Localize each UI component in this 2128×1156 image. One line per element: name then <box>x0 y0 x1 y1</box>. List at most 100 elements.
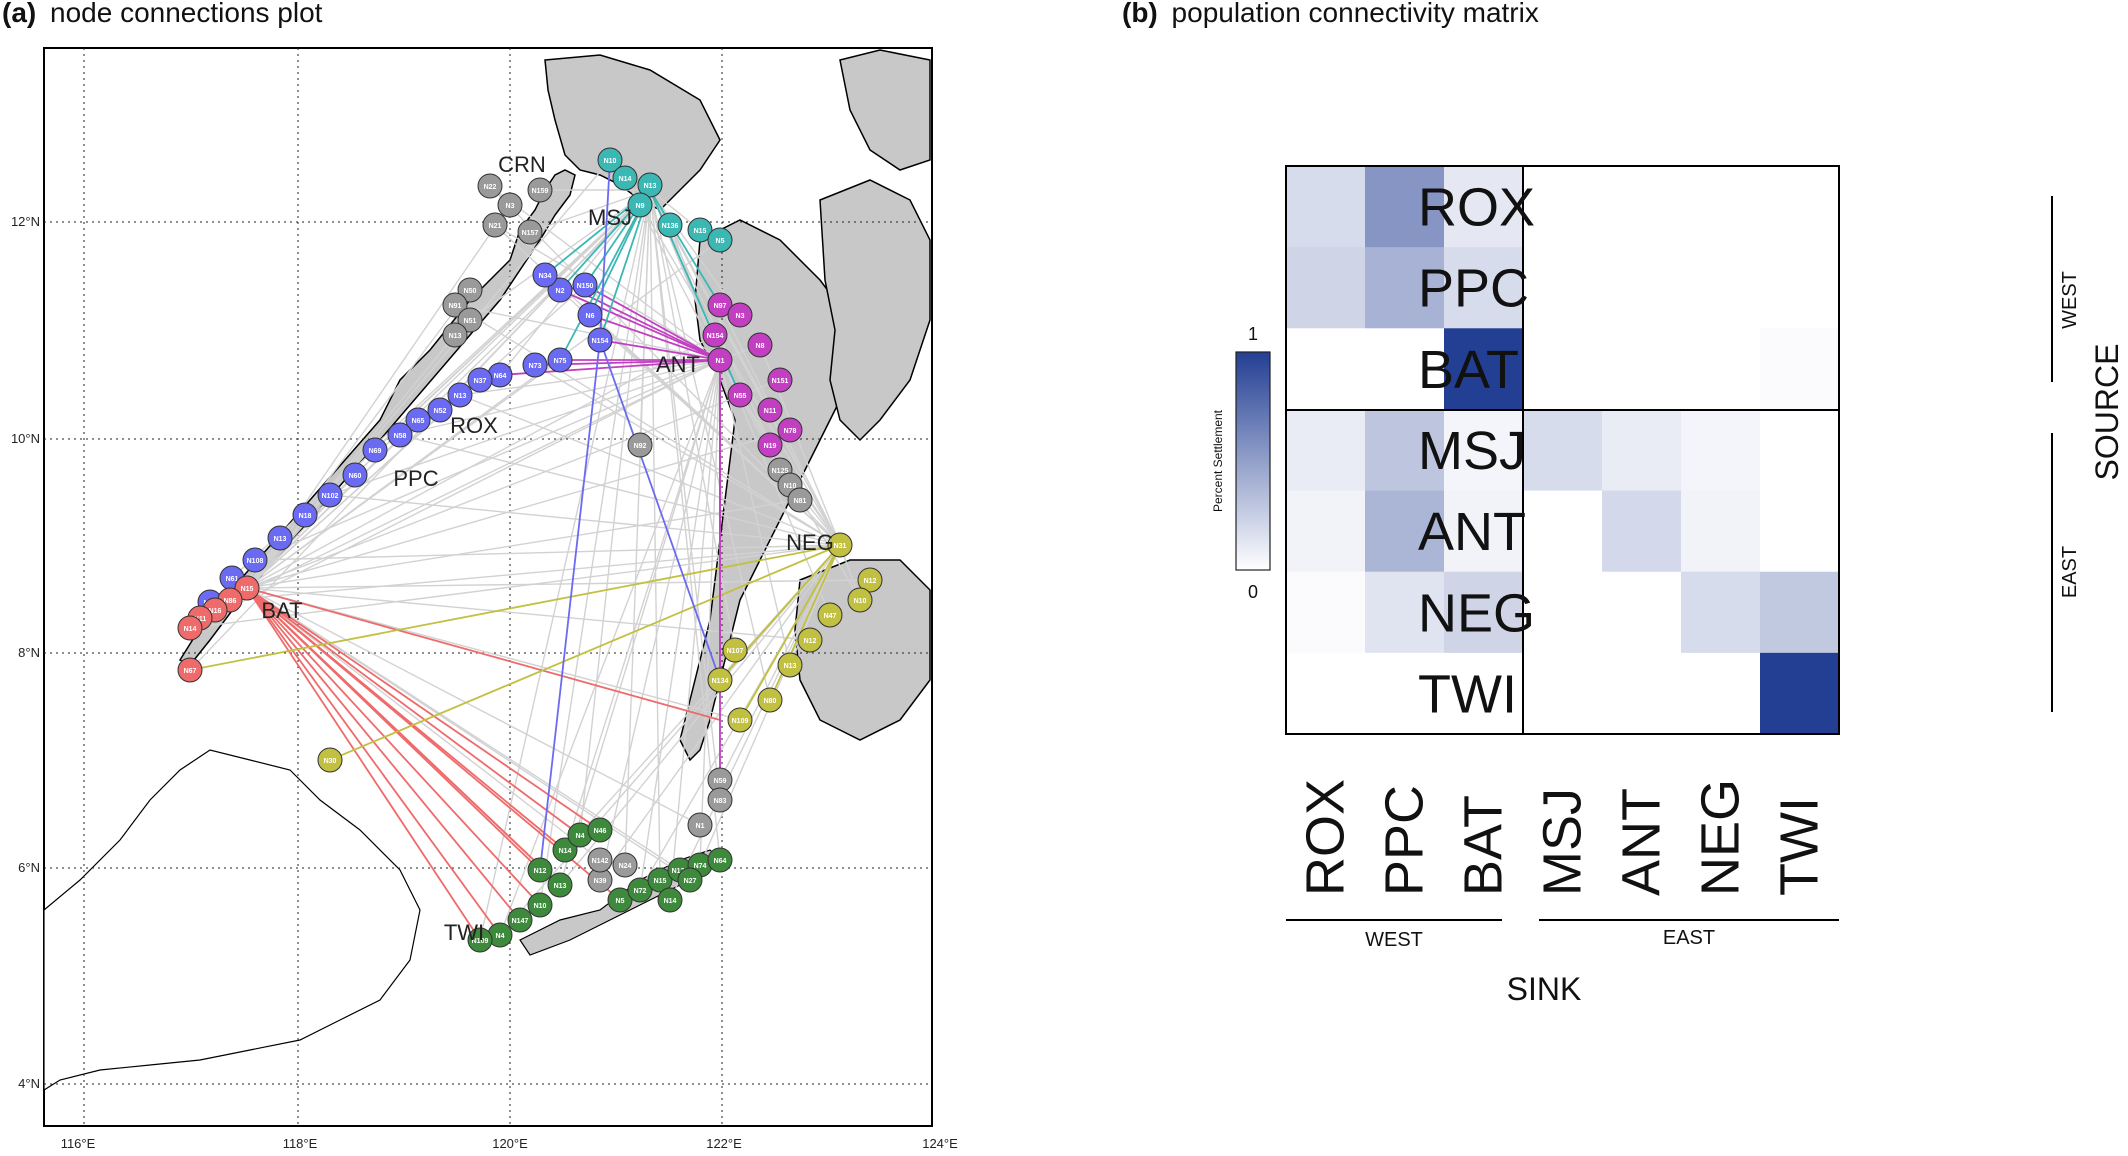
connection-line <box>246 587 521 921</box>
matrix-col-label: ANT <box>1612 788 1672 896</box>
node-label: N5 <box>716 238 725 245</box>
connection-line <box>246 587 601 831</box>
node-label: N1 <box>696 823 705 830</box>
matrix-cell <box>1286 490 1366 573</box>
connection-line <box>489 185 721 361</box>
node-label: N27 <box>684 878 697 885</box>
matrix-cell <box>1286 571 1366 654</box>
matrix-cell <box>1760 247 1840 329</box>
node-label: N9 <box>636 203 645 210</box>
luzon-south-land <box>839 49 931 171</box>
matrix-cell <box>1602 571 1682 654</box>
node-label: N6 <box>586 313 595 320</box>
row-group-west: WEST <box>2059 271 2081 329</box>
matrix-row-label: ROX <box>1418 178 1535 238</box>
node-label: N97 <box>714 303 727 310</box>
node-label: N4 <box>496 933 505 940</box>
node-label: N31 <box>834 543 847 550</box>
node-marker <box>177 657 203 683</box>
matrix-cell <box>1444 247 1524 329</box>
matrix-row-label: BAT <box>1418 340 1519 400</box>
node-marker <box>612 165 638 191</box>
node-marker <box>572 272 598 298</box>
node-marker <box>467 367 493 393</box>
matrix-cell <box>1286 409 1366 492</box>
connection-line <box>229 359 721 601</box>
node-marker <box>482 212 508 238</box>
matrix-cell <box>1760 490 1840 573</box>
y-tick-label: 12°N <box>11 214 40 229</box>
node-label: N92 <box>634 443 647 450</box>
panel-b-title: population connectivity matrix <box>1172 0 1539 28</box>
connection-line <box>599 339 721 681</box>
matrix-cell <box>1444 409 1524 492</box>
connection-line <box>246 334 716 589</box>
node-label: N75 <box>554 358 567 365</box>
node-marker <box>387 422 413 448</box>
node-marker <box>787 487 813 513</box>
node-label: N91 <box>449 303 462 310</box>
visayas-east-land <box>819 179 931 442</box>
matrix-cell <box>1286 166 1366 248</box>
x-tick-label: 120°E <box>492 1136 528 1151</box>
matrix-cell <box>1286 328 1366 410</box>
matrix-col-label: ROX <box>1296 779 1356 896</box>
node-label: N78 <box>784 428 797 435</box>
borneo-outline <box>43 749 421 1092</box>
matrix-cell <box>1760 652 1840 735</box>
node-marker <box>687 217 713 243</box>
connection-line <box>246 587 581 836</box>
connection-line <box>624 177 841 546</box>
matrix-cell <box>1444 490 1524 573</box>
node-marker <box>757 397 783 423</box>
node-marker <box>527 177 553 203</box>
connection-line <box>534 364 841 546</box>
connection-line <box>669 224 841 546</box>
node-label: N60 <box>349 473 362 480</box>
node-marker <box>722 637 748 663</box>
node-marker <box>527 892 553 918</box>
node-label: N139 <box>672 868 689 875</box>
matrix-cell <box>1681 166 1761 248</box>
node-marker <box>497 192 523 218</box>
node-marker <box>707 787 733 813</box>
matrix-cell <box>1602 490 1682 573</box>
connection-line <box>246 359 561 589</box>
matrix-cell <box>1760 166 1840 248</box>
matrix-cell <box>1286 247 1366 329</box>
colored-connection-lines <box>189 159 841 941</box>
matrix-frame <box>1285 165 1840 735</box>
matrix-cell <box>1286 652 1366 735</box>
panel-b-heading: (b) population connectivity matrix <box>1122 0 1539 28</box>
network-nodes: N22 N159 N3 N21 N157 N10 N14 N13 N9 N136 N15 N5 N2 N3… <box>177 147 883 953</box>
node-label: N72 <box>634 888 647 895</box>
node-label: N46 <box>594 828 607 835</box>
connection-line <box>559 359 721 886</box>
node-label: N13 <box>644 183 657 190</box>
panel-b-letter: (b) <box>1122 0 1158 28</box>
matrix-cell <box>1523 166 1603 248</box>
region-label: MSJ <box>588 205 632 230</box>
map-x-tick-labels: 116°E 118°E 120°E 122°E 124°E <box>61 1136 958 1151</box>
node-label: N37 <box>474 378 487 385</box>
matrix-cell <box>1602 247 1682 329</box>
node-connections-map: (a) node connections plot 116°E 118°E 120°… <box>2 0 958 1151</box>
colorbar-title: Percent Settlement <box>1211 409 1225 512</box>
node-marker <box>577 302 603 328</box>
matrix-cell <box>1365 409 1445 492</box>
x-tick-label: 116°E <box>61 1136 96 1151</box>
matrix-cell <box>1365 652 1445 735</box>
node-label: N5 <box>616 898 625 905</box>
connection-line <box>649 189 721 306</box>
connection-line <box>246 587 481 941</box>
node-marker <box>442 292 468 318</box>
node-marker <box>627 192 653 218</box>
node-label: N59 <box>714 778 727 785</box>
map-y-tick-labels: 12°N 10°N 8°N 6°N 4°N <box>11 214 40 1091</box>
node-label: N12 <box>534 868 547 875</box>
node-marker <box>517 219 543 245</box>
connection-line <box>246 587 541 906</box>
node-marker <box>405 407 431 433</box>
colorbar-min-label: 0 <box>1248 582 1258 602</box>
matrix-cell <box>1523 571 1603 654</box>
